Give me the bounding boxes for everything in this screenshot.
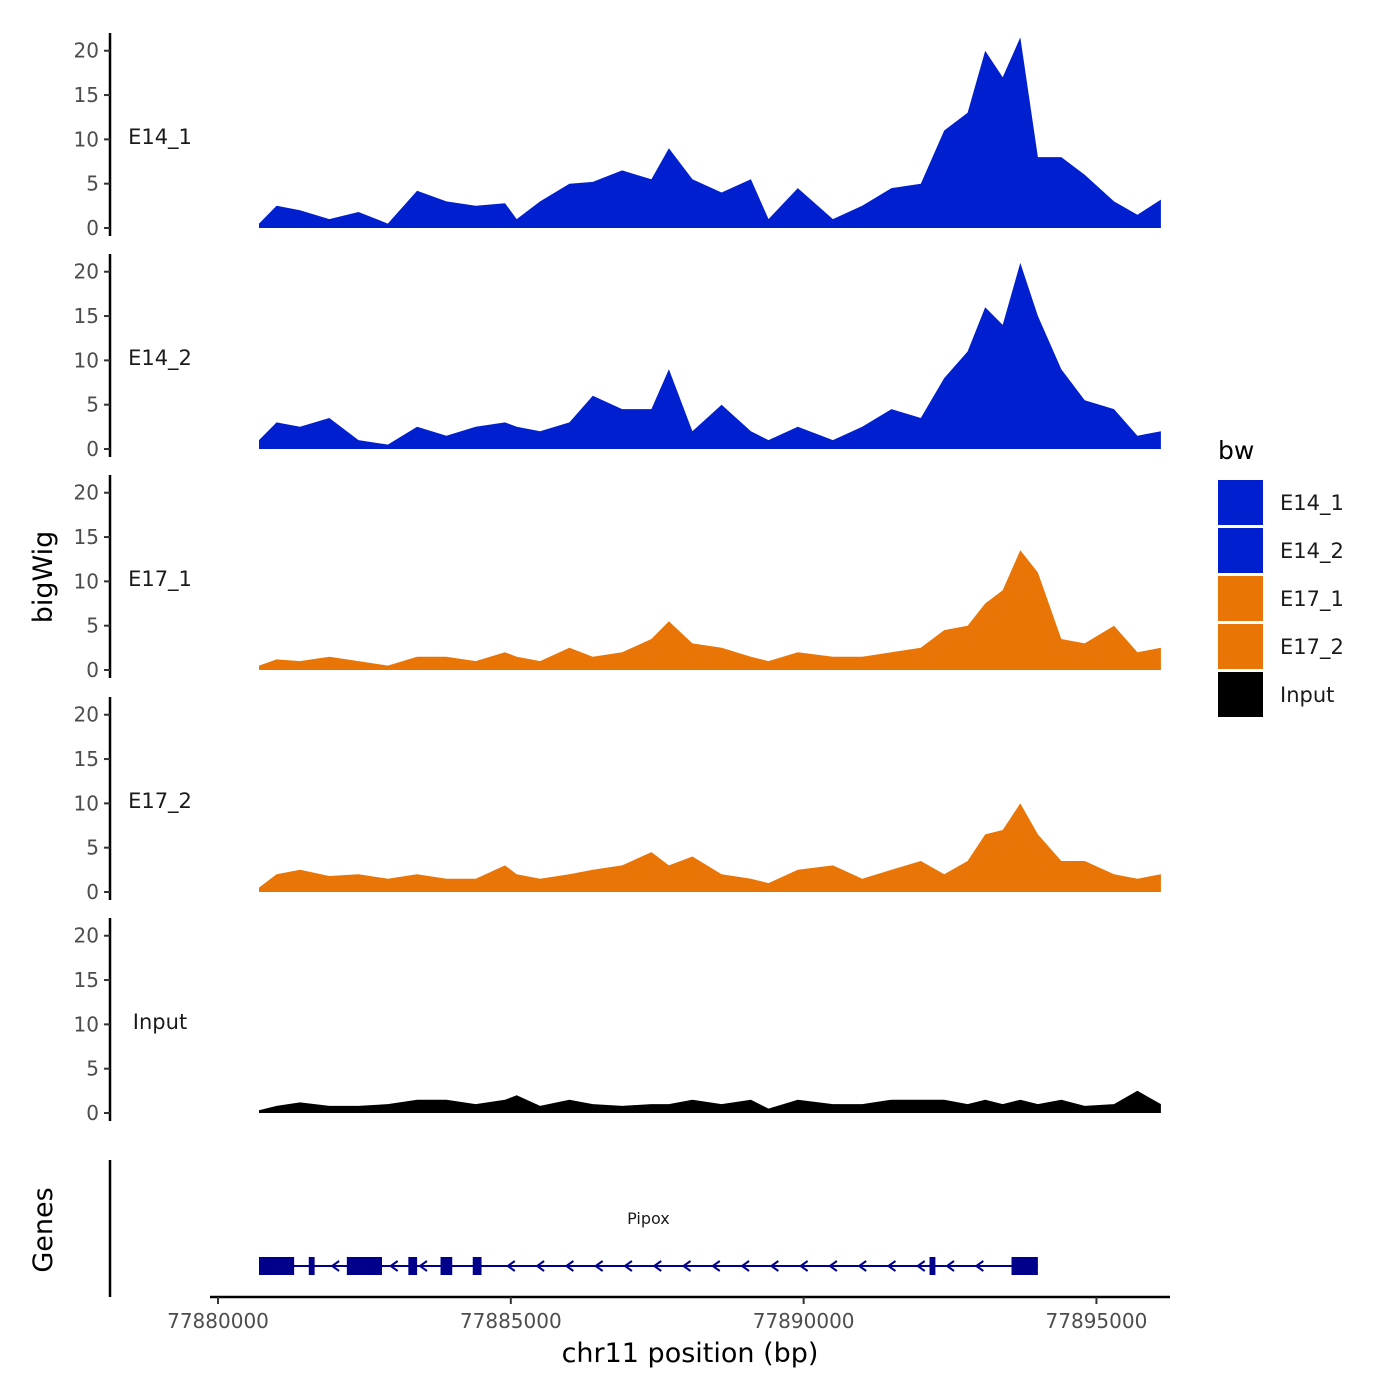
y-tick-label: 20 <box>74 39 99 63</box>
x-tick-label: 77880000 <box>167 1309 269 1333</box>
strand-arrow <box>711 1260 721 1272</box>
legend-label: E14_2 <box>1280 539 1344 564</box>
legend-key-E14_1 <box>1218 480 1263 525</box>
strand-arrow <box>623 1260 633 1272</box>
y-tick-label: 5 <box>86 836 99 860</box>
signal-area-E14_2 <box>259 262 1161 449</box>
y-tick-label: 15 <box>74 968 99 992</box>
strand-arrow <box>945 1260 955 1272</box>
strand-arrow <box>388 1260 399 1272</box>
gene-exon <box>440 1257 453 1275</box>
gene-track-panel: Pipox <box>108 1160 1038 1297</box>
y-tick-label: 15 <box>74 747 99 771</box>
y-tick-label: 20 <box>74 481 99 505</box>
strand-arrow <box>681 1260 692 1272</box>
strand-arrow <box>330 1260 340 1272</box>
legend-key-E17_2 <box>1218 624 1263 669</box>
y-tick-label: 0 <box>86 658 99 682</box>
strand-arrow <box>798 1260 809 1272</box>
strand-arrow <box>535 1260 545 1272</box>
x-tick-label: 77885000 <box>460 1309 562 1333</box>
legend-label: E14_1 <box>1280 491 1344 516</box>
track-E14_2: 0 5 10 15 20 E14_2 <box>74 254 1161 461</box>
gene-exon <box>929 1257 936 1275</box>
y-tick-label: 20 <box>74 260 99 284</box>
gene-exon <box>408 1257 418 1275</box>
signal-area-Input <box>259 1090 1161 1113</box>
y-tick-label: 0 <box>86 216 99 240</box>
y-tick-label: 20 <box>74 703 99 727</box>
track-E17_1: 0 5 10 15 20 E17_1 <box>74 475 1161 682</box>
strand-arrow <box>828 1260 838 1272</box>
signal-area-E17_2 <box>259 803 1161 892</box>
legend: bw E14_1 E14_2 E17_1 E17_2 Input <box>1218 436 1344 717</box>
strand-arrow <box>769 1260 779 1272</box>
y-tick-label: 0 <box>86 437 99 461</box>
y-tick-label: 15 <box>74 525 99 549</box>
y-tick-label: 10 <box>74 569 99 593</box>
y-tick-label: 10 <box>74 348 99 372</box>
signal-area-E14_1 <box>259 37 1161 229</box>
track-label: E14_2 <box>128 346 192 371</box>
legend-key-Input <box>1218 672 1263 717</box>
y-tick-label: 0 <box>86 880 99 904</box>
legend-label: E17_1 <box>1280 587 1344 612</box>
track-label: E17_1 <box>128 567 192 592</box>
legend-label: Input <box>1280 683 1334 707</box>
strand-arrow <box>418 1260 428 1272</box>
x-axis: 77880000 77885000 77890000 77895000 <box>167 1295 1170 1333</box>
y-tick-label: 20 <box>74 924 99 948</box>
strand-arrow <box>740 1260 750 1272</box>
strand-arrow <box>916 1260 926 1272</box>
y-tick-label: 5 <box>86 614 99 638</box>
track-Input: 0 5 10 15 20 Input <box>74 918 1161 1125</box>
track-label: E17_2 <box>128 789 192 814</box>
y-tick-label: 0 <box>86 1101 99 1125</box>
signal-area-E17_1 <box>259 550 1161 670</box>
y-tick-label: 5 <box>86 393 99 417</box>
y-tick-label: 10 <box>74 127 99 151</box>
gene-exon <box>346 1257 382 1275</box>
track-label: Input <box>133 1010 187 1034</box>
y-tick-label: 10 <box>74 1012 99 1036</box>
track-label: E14_1 <box>128 125 192 150</box>
genes-panel-title: Genes <box>28 1187 59 1272</box>
gene-exon <box>258 1257 295 1275</box>
gene-exon <box>472 1257 482 1275</box>
strand-arrow <box>857 1260 867 1272</box>
legend-title: bw <box>1218 436 1254 465</box>
strand-arrow <box>652 1260 662 1272</box>
track-E17_2: 0 5 10 15 20 E17_2 <box>74 697 1161 904</box>
legend-key-E14_2 <box>1218 528 1263 573</box>
y-tick-label: 15 <box>74 83 99 107</box>
legend-label: E17_2 <box>1280 635 1344 660</box>
y-axis-title: bigWig <box>28 531 59 624</box>
y-tick-label: 5 <box>86 1057 99 1081</box>
strand-arrow <box>506 1260 516 1272</box>
strand-arrow <box>593 1260 604 1272</box>
strand-arrow <box>886 1260 897 1272</box>
signal-tracks: 05101520E14_105101520E14_205101520E17_10… <box>74 33 1161 1125</box>
y-tick-label: 5 <box>86 172 99 196</box>
x-axis-title: chr11 position (bp) <box>562 1338 819 1369</box>
x-tick-label: 77890000 <box>753 1309 855 1333</box>
x-tick-label: 77895000 <box>1046 1309 1148 1333</box>
legend-key-E17_1 <box>1218 576 1263 621</box>
y-tick-label: 15 <box>74 304 99 328</box>
gene-Pipox: Pipox <box>258 1209 1038 1275</box>
strand-arrow <box>564 1260 574 1272</box>
gene-exon <box>1011 1257 1038 1275</box>
gene-name-label: Pipox <box>627 1209 670 1228</box>
y-tick-label: 10 <box>74 791 99 815</box>
strand-arrow <box>974 1260 984 1272</box>
track-E14_1: 0 5 10 15 20 E14_1 <box>74 33 1161 240</box>
gene-exon <box>308 1257 315 1275</box>
